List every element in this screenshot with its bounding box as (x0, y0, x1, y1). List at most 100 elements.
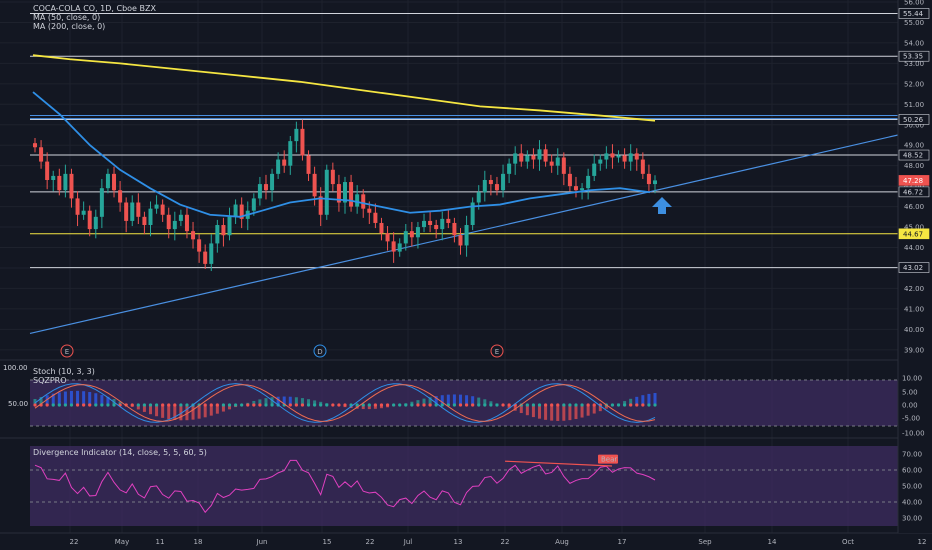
sqz-dot (440, 403, 444, 407)
sqz-histogram-bar (264, 398, 268, 405)
sqz-histogram-bar (513, 405, 517, 411)
sqz-dot (148, 403, 153, 407)
candle-body (318, 196, 323, 215)
stoch-tick-label: -10.00 (902, 430, 925, 438)
sqz-dot (203, 403, 207, 407)
candle-body (525, 155, 530, 162)
candle-body (434, 225, 439, 230)
sqz-histogram-bar (647, 393, 651, 405)
ma200-legend[interactable]: MA (200, close, 0) (33, 22, 106, 31)
sqz-dot (641, 403, 645, 407)
sqz-histogram-bar (76, 390, 80, 405)
sqz-dot (331, 403, 335, 407)
divergence-legend-label[interactable]: Divergence Indicator (14, close, 5, 5, 6… (33, 448, 207, 457)
candle-body (233, 204, 238, 217)
candle-body (75, 198, 80, 215)
sqz-histogram-bar (179, 405, 183, 421)
price-level-tag-label: 50.26 (903, 116, 924, 124)
candle-body (573, 186, 578, 191)
price-tick-label: 52.00 (904, 80, 924, 88)
candle-body (191, 231, 196, 240)
sqz-dot (258, 403, 262, 407)
candle-body (580, 188, 585, 191)
divergence-pane[interactable]: Bear (30, 446, 898, 526)
sqz-histogram-bar (586, 405, 590, 416)
event-marker (60, 344, 74, 358)
sqz-histogram-bar (57, 392, 61, 405)
sqz-dot (227, 403, 232, 407)
price-level-tag (898, 228, 930, 240)
bear-tag-bg (598, 454, 618, 464)
sqz-histogram-bar (100, 394, 104, 405)
candle-body (592, 163, 597, 176)
sqz-histogram-bar (458, 394, 462, 405)
candle-body (288, 141, 293, 166)
candle-body (422, 220, 427, 228)
price-level-tag-label: 48.52 (903, 152, 923, 160)
event-marker-label: E (495, 348, 499, 356)
sqz-dot (495, 403, 499, 407)
price-level-tag-label: 46.72 (903, 188, 923, 196)
sqz-histogram-bar (507, 405, 511, 409)
sqz-histogram-bar (94, 393, 98, 405)
time-axis[interactable]: 22 May 11 18 Jun 15 22 Jul 13 22 Aug 17 Sep 14 Oct 12 (70, 538, 927, 546)
candle-body (251, 198, 256, 211)
candle-body (324, 169, 329, 215)
candle-body (513, 153, 518, 164)
sqz-histogram-bar (556, 405, 560, 421)
sqz-histogram-bar (568, 405, 572, 421)
price-level-tag-label: 53.35 (903, 53, 923, 61)
candle-body (63, 173, 68, 191)
sqz-dot (507, 403, 511, 407)
price-tick-label: 41.00 (904, 305, 924, 313)
up-arrow-icon (652, 197, 672, 214)
sqzpro-legend-label[interactable]: SQZPRO (33, 376, 67, 385)
sqz-histogram-bar (519, 405, 523, 414)
candle-body (385, 233, 390, 242)
divergence-legend: Divergence Indicator (14, close, 5, 5, 6… (33, 448, 207, 457)
sqz-histogram-bar (544, 405, 548, 420)
sqz-dot (616, 403, 621, 407)
sqz-histogram-bar (641, 395, 645, 405)
candle-body (507, 163, 512, 174)
ma50-legend[interactable]: MA (50, close, 0) (33, 13, 101, 22)
candle-body (604, 153, 609, 160)
main-legend: COCA-COLA CO, 1D, Cboe BZX MA (50, close… (33, 4, 156, 31)
sqz-dot (568, 403, 572, 407)
candle-body (397, 243, 402, 252)
sqz-dot (592, 403, 596, 407)
price-axis[interactable]: 56.00 55.00 54.00 53.00 52.00 51.00 50.00 49.00… (897, 0, 932, 533)
symbol-title[interactable]: COCA-COLA CO, 1D, Cboe BZX (33, 4, 156, 13)
sqz-histogram-bar (410, 401, 414, 405)
sqz-dot (550, 403, 554, 407)
stoch-pane[interactable] (30, 379, 898, 427)
candle-body (446, 218, 451, 223)
sqz-dot (489, 403, 493, 407)
price-tick-label: 56.00 (904, 0, 924, 7)
sqz-histogram-bar (203, 405, 207, 418)
sqz-histogram-bar (440, 395, 444, 405)
candle-body (373, 212, 378, 223)
sqz-dot (422, 403, 426, 407)
sqz-histogram-bar (215, 405, 219, 414)
sqz-histogram-bar (428, 397, 432, 405)
candle-body (166, 214, 171, 230)
sqz-dot (385, 403, 390, 407)
candle-body (458, 235, 463, 246)
stoch-legend-label[interactable]: Stoch (10, 3, 3) (33, 367, 95, 376)
divergence-band (30, 446, 898, 526)
candle-body (361, 194, 366, 209)
sqz-dot (215, 403, 219, 407)
sqz-dot (161, 403, 165, 407)
candle-body (69, 173, 74, 199)
sqz-dot (270, 403, 274, 407)
stoch-tick-label: -5.00 (902, 415, 920, 423)
stoch-left-top-label: 100.00 (3, 364, 28, 372)
candle-body (391, 241, 396, 252)
candle-body (501, 173, 506, 191)
candle-body (549, 161, 554, 166)
sqz-dot (167, 403, 171, 407)
